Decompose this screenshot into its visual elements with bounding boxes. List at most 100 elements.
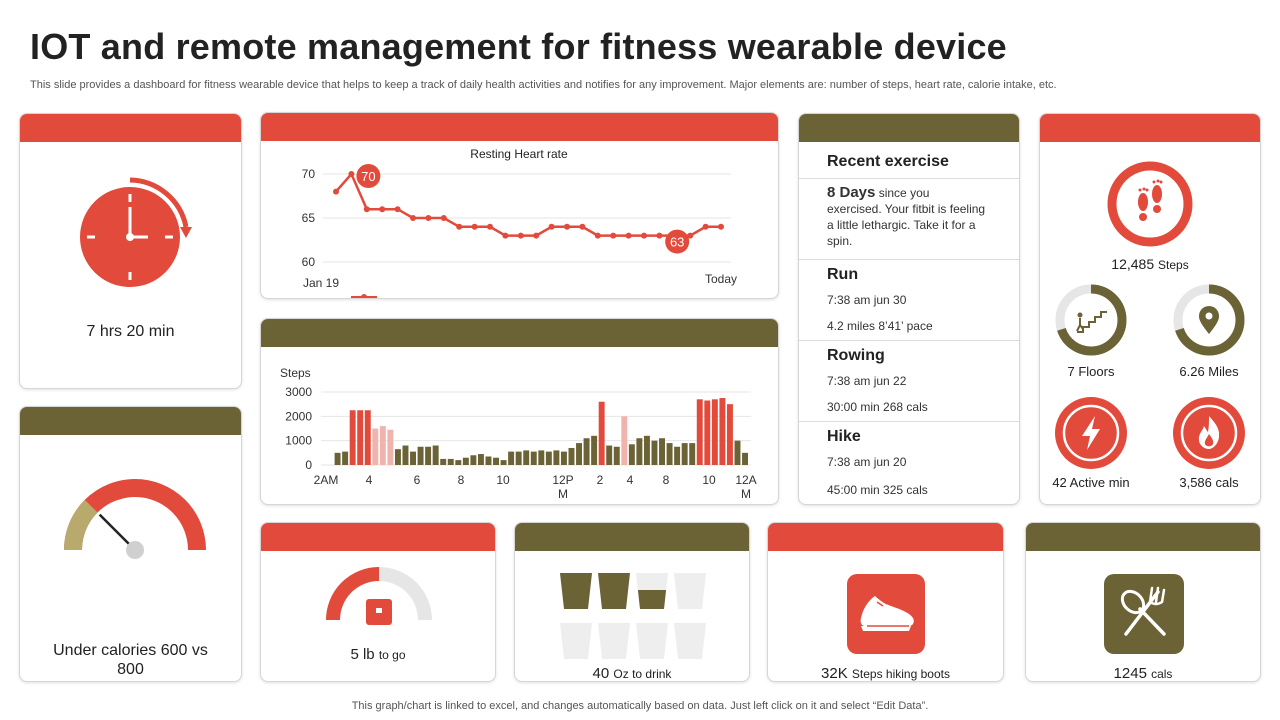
exercise-entry[interactable]: Hike 7:38 am jun 20 45:00 min 325 cals <box>799 422 1019 504</box>
glass-outline <box>674 573 706 609</box>
card-band <box>20 407 241 435</box>
heart-rate-card[interactable]: Resting Heart rate 70 65 60 70 63 Jan 19 Today <box>260 112 779 299</box>
bar <box>417 446 424 465</box>
bar <box>470 455 477 465</box>
bar <box>726 404 733 465</box>
weight-card[interactable]: 5 lb to go <box>260 522 496 682</box>
shoes-unit: Steps hiking boots <box>851 667 950 681</box>
bar <box>477 454 484 465</box>
bar <box>508 451 515 465</box>
weight-value: 5 lb <box>350 646 375 663</box>
exercise-name: Hike <box>827 428 861 445</box>
bar <box>493 457 499 465</box>
data-point <box>610 232 617 239</box>
data-point <box>487 223 493 230</box>
data-point <box>471 223 478 230</box>
bar <box>681 443 688 465</box>
x-tick-label: 12A M <box>735 473 756 501</box>
data-point <box>718 223 724 230</box>
card-band <box>1040 114 1260 142</box>
shoes-card[interactable]: 32K Steps hiking boots <box>767 522 1004 682</box>
card-band <box>1026 523 1260 551</box>
y-tick-label: 60 <box>302 255 316 269</box>
data-point <box>456 223 463 230</box>
data-point <box>641 232 647 239</box>
bar <box>734 440 741 465</box>
bar <box>576 443 582 465</box>
data-point <box>425 215 432 221</box>
data-point <box>333 188 339 195</box>
exercise-reminder: 8 Days since you exercised. Your fitbit … <box>799 179 1019 260</box>
data-point <box>379 206 386 213</box>
exercise-detail: 4.2 miles 8’41’ pace <box>827 319 933 333</box>
glass-fill <box>637 590 667 609</box>
sleep-card[interactable]: 7 hrs 20 min <box>19 113 242 389</box>
water-text: 40 Oz to drink <box>515 665 749 681</box>
data-point <box>548 223 555 230</box>
bar <box>711 399 718 465</box>
glass-fill <box>598 573 630 609</box>
x-tick-label: 4 <box>366 473 373 487</box>
annotation-label: 63 <box>670 235 684 250</box>
bar <box>432 445 439 465</box>
annotation-label: 70 <box>361 169 375 184</box>
bar <box>628 444 635 465</box>
exercise-name: Rowing <box>827 347 885 364</box>
heart-rate-chart: Resting Heart rate 70 65 60 70 63 Jan 19 Today <box>302 147 737 298</box>
data-point <box>687 232 694 239</box>
days-since-text: since you exercised. Your fitbit is feel… <box>827 186 986 248</box>
x-tick-label: 4 <box>627 473 634 487</box>
food-card[interactable]: 1245 cals <box>1025 522 1261 682</box>
card-band <box>799 114 1019 142</box>
x-tick-label: 10 <box>702 473 716 487</box>
sneaker-icon <box>847 574 925 654</box>
bar <box>606 445 613 465</box>
exercise-reminder-text: 8 Days since you exercised. Your fitbit … <box>827 185 987 249</box>
footer-note: This graph/chart is linked to excel, and… <box>351 700 929 712</box>
footprints-icon <box>1107 161 1193 247</box>
exercise-entry[interactable]: Rowing 7:38 am jun 22 30:00 min 268 cals <box>799 341 1019 422</box>
bar <box>598 401 605 465</box>
exercise-entry[interactable]: Run 7:38 am jun 30 4.2 miles 8’41’ pace <box>799 260 1019 341</box>
bar <box>402 445 409 465</box>
bar <box>674 446 681 465</box>
steps-chart-card[interactable]: Steps 3000 2000 1000 0 2AM 4 6 8 10 12P M 2 4 8 10 12A M <box>260 318 779 505</box>
x-tick-label: 10 <box>496 473 510 487</box>
y-tick-label: 70 <box>302 167 316 181</box>
bar <box>591 435 598 465</box>
exercise-name: Run <box>827 266 859 283</box>
days-since: 8 Days <box>827 184 876 201</box>
glass-icon <box>560 573 706 659</box>
glass-fill <box>560 573 592 609</box>
calories-card[interactable]: Under calories 600 vs 800 <box>19 406 242 682</box>
y-tick-label: 2000 <box>285 409 312 423</box>
exercise-header: Recent exercise <box>799 142 1019 179</box>
activity-card[interactable]: 12,485 Steps 7 Floors 6.26 Miles 42 Acti… <box>1039 113 1261 505</box>
water-card[interactable]: 40 Oz to drink <box>514 522 750 682</box>
bar <box>696 399 703 465</box>
y-tick-label: 0 <box>305 458 312 472</box>
bar <box>485 456 492 465</box>
bar <box>651 440 658 465</box>
exercise-time: 7:38 am jun 22 <box>827 374 907 388</box>
bar <box>455 460 462 465</box>
data-point <box>656 232 663 239</box>
recent-exercise-card[interactable]: Recent exercise 8 Days since you exercis… <box>798 113 1020 505</box>
glass-outline <box>674 623 706 659</box>
x-tick-label: 12P M <box>552 473 573 501</box>
water-unit: Oz to drink <box>613 667 672 681</box>
bar <box>560 451 567 465</box>
data-point <box>702 223 709 230</box>
y-tick-label: 65 <box>302 211 316 225</box>
data-point <box>348 171 355 177</box>
bar <box>689 443 696 465</box>
annotation-marker <box>665 229 690 254</box>
y-tick-label: 3000 <box>285 385 312 399</box>
legend-marker <box>361 294 367 298</box>
data-point <box>363 206 370 213</box>
steps-value: 12,485 <box>1111 256 1155 272</box>
steps-total: 12,485 Steps <box>1040 256 1260 272</box>
bar <box>545 451 552 465</box>
chart-title: Resting Heart rate <box>470 147 568 161</box>
